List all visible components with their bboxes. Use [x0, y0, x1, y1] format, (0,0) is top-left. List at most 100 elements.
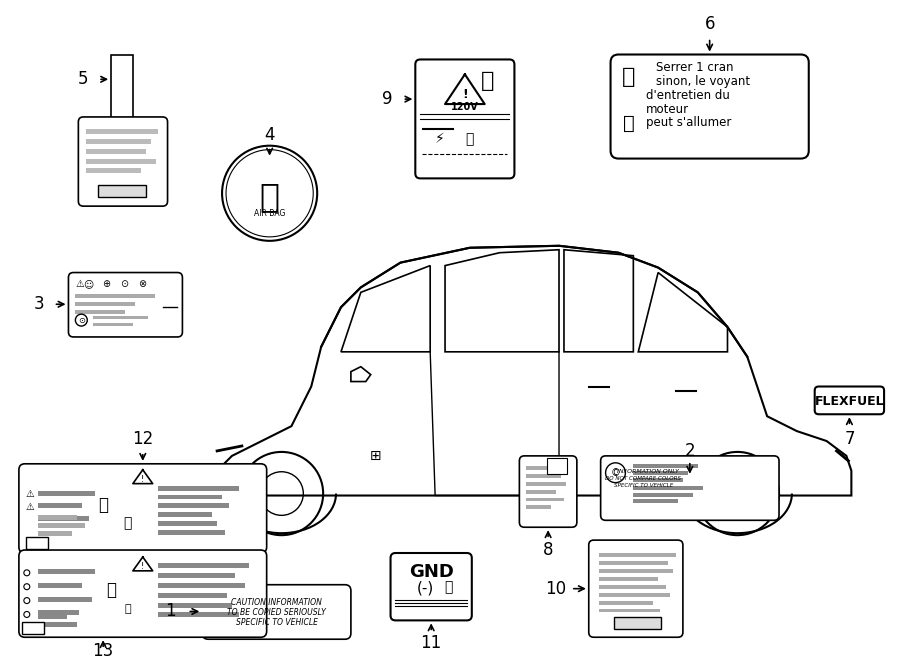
Bar [38, 597, 92, 602]
Bar [76, 310, 125, 314]
Text: 🔧: 🔧 [123, 516, 132, 530]
Text: (-): (-) [417, 580, 434, 595]
FancyBboxPatch shape [68, 272, 183, 337]
Bar [38, 516, 89, 522]
FancyBboxPatch shape [19, 550, 266, 637]
Text: ☺: ☺ [83, 280, 94, 290]
Text: moteur: moteur [646, 102, 689, 116]
Text: ⊞: ⊞ [370, 449, 382, 463]
FancyBboxPatch shape [814, 387, 884, 414]
Bar [94, 323, 133, 326]
Text: SPECIFIC TO VEHICLE: SPECIFIC TO VEHICLE [614, 483, 673, 488]
Text: ⊙: ⊙ [120, 280, 128, 290]
Text: 🔧: 🔧 [124, 605, 131, 615]
Text: sinon, le voyant: sinon, le voyant [656, 75, 751, 88]
Text: 120V: 120V [451, 102, 479, 112]
FancyBboxPatch shape [610, 54, 809, 159]
Bar [38, 611, 79, 615]
Bar [598, 585, 666, 589]
Bar [526, 474, 561, 478]
Bar [38, 504, 82, 508]
Text: ⚡: ⚡ [436, 132, 445, 145]
Bar [526, 490, 556, 494]
Bar [86, 139, 150, 143]
Text: ⛽: ⛽ [622, 67, 635, 87]
Text: 6: 6 [705, 15, 715, 33]
Bar [634, 492, 693, 496]
Text: 5: 5 [78, 70, 88, 89]
Bar [158, 613, 239, 617]
Text: 🖐: 🖐 [481, 71, 494, 91]
Bar [158, 573, 235, 578]
Bar [526, 498, 564, 502]
Bar [598, 593, 670, 597]
Text: DO NOT COMPARE COLORS: DO NOT COMPARE COLORS [606, 476, 681, 481]
Bar [158, 504, 229, 508]
Text: 13: 13 [93, 642, 113, 660]
Bar [38, 531, 72, 536]
Bar [158, 494, 222, 500]
Bar [111, 54, 133, 119]
Bar [526, 482, 566, 486]
Text: 🚗: 🚗 [98, 496, 108, 514]
Bar [38, 615, 68, 619]
Bar [598, 553, 676, 557]
Bar [598, 561, 668, 565]
Bar [634, 464, 698, 468]
Text: SPECIFIC TO VEHICLE: SPECIFIC TO VEHICLE [236, 618, 318, 627]
Bar [598, 569, 673, 573]
Text: 3: 3 [33, 295, 44, 313]
Text: !: ! [141, 563, 144, 571]
FancyBboxPatch shape [391, 553, 472, 621]
Text: 1: 1 [166, 602, 176, 621]
FancyBboxPatch shape [589, 540, 683, 637]
Text: FLEXFUEL: FLEXFUEL [814, 395, 884, 408]
Text: d'entretien du: d'entretien du [646, 89, 730, 102]
Bar [94, 316, 148, 319]
Text: 🚗: 🚗 [106, 580, 116, 599]
Bar [634, 500, 678, 504]
Bar [38, 524, 86, 528]
Bar [547, 458, 567, 474]
Bar [634, 486, 703, 490]
Text: peut s'allumer: peut s'allumer [646, 116, 732, 130]
FancyBboxPatch shape [415, 59, 515, 178]
Bar [86, 169, 140, 173]
Bar [614, 617, 662, 629]
Text: TO BE COPIED SERIOUSLY: TO BE COPIED SERIOUSLY [227, 608, 326, 617]
Text: 🔌: 🔌 [465, 132, 474, 145]
Text: 📖: 📖 [444, 581, 452, 595]
Text: CAUTION INFORMATION: CAUTION INFORMATION [231, 598, 322, 607]
Text: ⊕: ⊕ [102, 280, 110, 290]
Text: 12: 12 [132, 430, 153, 448]
Bar [526, 506, 551, 510]
Bar [526, 466, 568, 470]
Bar [598, 601, 653, 605]
Bar [86, 129, 158, 134]
Bar [22, 623, 44, 635]
Text: INFORMATION ONLY: INFORMATION ONLY [617, 469, 680, 474]
Bar [38, 516, 77, 520]
Bar [158, 593, 227, 598]
Text: ⊗: ⊗ [138, 280, 146, 290]
Bar [38, 569, 95, 574]
Bar [158, 522, 217, 526]
Text: 10: 10 [545, 580, 567, 598]
FancyBboxPatch shape [78, 117, 167, 206]
Text: 8: 8 [543, 541, 553, 559]
Text: AIR BAG: AIR BAG [254, 209, 285, 217]
Bar [158, 486, 239, 490]
Bar [158, 563, 248, 568]
Text: ⚠: ⚠ [26, 502, 34, 512]
Text: 📖: 📖 [623, 114, 634, 134]
Text: 7: 7 [844, 430, 855, 448]
FancyBboxPatch shape [600, 456, 779, 520]
Text: ⚠: ⚠ [76, 280, 84, 290]
FancyBboxPatch shape [519, 456, 577, 527]
Bar [158, 603, 232, 607]
Bar [86, 159, 156, 163]
Bar [158, 530, 225, 535]
Bar [76, 302, 135, 306]
Bar [634, 478, 683, 482]
Text: 11: 11 [420, 634, 442, 652]
